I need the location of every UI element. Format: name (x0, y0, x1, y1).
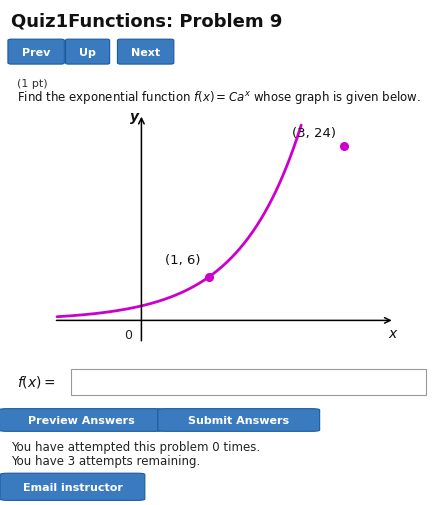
FancyBboxPatch shape (117, 40, 174, 65)
Text: Next: Next (131, 47, 160, 58)
FancyBboxPatch shape (8, 40, 64, 65)
FancyBboxPatch shape (0, 409, 163, 431)
Text: (1 pt): (1 pt) (17, 79, 48, 89)
FancyBboxPatch shape (158, 409, 320, 431)
Text: Up: Up (79, 47, 96, 58)
Text: Email instructor: Email instructor (22, 482, 123, 492)
Text: Find the exponential function $f(x) = Ca^x$ whose graph is given below.: Find the exponential function $f(x) = Ca… (17, 89, 421, 106)
Text: Quiz1Functions: Problem 9: Quiz1Functions: Problem 9 (11, 13, 283, 31)
Text: 0: 0 (124, 329, 132, 342)
Text: $f(x) =$: $f(x) =$ (17, 373, 56, 389)
Text: (3, 24): (3, 24) (292, 127, 336, 140)
FancyBboxPatch shape (71, 369, 425, 395)
Text: Prev: Prev (22, 47, 50, 58)
Text: Submit Answers: Submit Answers (188, 415, 289, 425)
Text: x: x (389, 327, 397, 341)
Text: (1, 6): (1, 6) (165, 254, 201, 267)
Text: You have attempted this problem 0 times.: You have attempted this problem 0 times. (11, 440, 260, 453)
Text: You have 3 attempts remaining.: You have 3 attempts remaining. (11, 454, 200, 468)
Text: Preview Answers: Preview Answers (28, 415, 134, 425)
Text: y: y (130, 110, 139, 124)
FancyBboxPatch shape (0, 473, 145, 500)
FancyBboxPatch shape (66, 40, 110, 65)
